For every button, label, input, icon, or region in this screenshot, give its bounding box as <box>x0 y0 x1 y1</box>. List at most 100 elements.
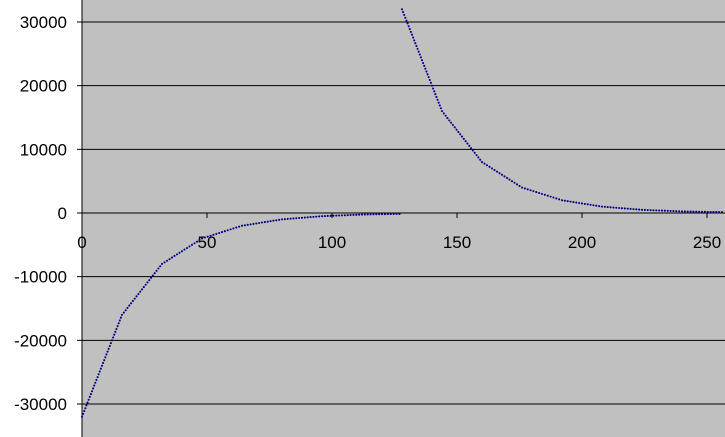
data-point <box>413 39 416 42</box>
data-point <box>675 210 678 213</box>
data-point <box>400 8 404 11</box>
data-points <box>80 8 724 418</box>
data-point <box>652 209 655 212</box>
data-point <box>706 210 709 213</box>
data-point <box>444 114 447 117</box>
data-point <box>175 253 179 256</box>
data-point <box>206 235 209 238</box>
data-point <box>598 205 601 208</box>
data-point <box>102 361 105 365</box>
data-point <box>572 201 575 204</box>
data-point <box>343 214 346 217</box>
data-point <box>398 212 401 216</box>
data-point <box>468 144 471 147</box>
data-point <box>433 90 436 93</box>
data-point <box>500 173 504 176</box>
data-point <box>712 210 715 213</box>
data-point <box>103 359 106 362</box>
data-point <box>473 151 476 154</box>
data-point <box>104 356 107 359</box>
data-point <box>689 210 692 213</box>
data-point <box>446 117 449 120</box>
data-point <box>586 203 589 206</box>
data-point <box>312 215 315 218</box>
data-point <box>131 299 134 303</box>
data-point <box>513 181 516 184</box>
data-point <box>692 210 695 213</box>
data-point <box>569 200 572 203</box>
data-point <box>84 407 87 410</box>
data-point <box>223 230 226 233</box>
data-point <box>332 214 335 217</box>
data-point <box>457 130 460 134</box>
data-point <box>646 208 649 212</box>
data-point <box>94 381 97 384</box>
data-point <box>485 164 489 167</box>
data-point <box>126 306 129 309</box>
data-point <box>170 256 174 259</box>
data-point <box>578 201 581 205</box>
data-point <box>113 333 116 336</box>
data-point <box>418 53 421 56</box>
data-point <box>90 390 94 393</box>
data-point <box>532 190 535 193</box>
data-point <box>623 207 626 210</box>
data-point <box>93 384 96 387</box>
data-point <box>235 226 238 229</box>
data-point <box>434 93 437 96</box>
data-point <box>232 227 235 230</box>
data-point <box>243 224 246 227</box>
data-point <box>106 350 109 353</box>
data-point <box>255 222 258 225</box>
data-point <box>118 319 121 322</box>
data-point <box>695 210 698 213</box>
data-point <box>180 250 184 253</box>
data-point <box>406 22 409 25</box>
data-point <box>83 410 86 413</box>
data-point <box>414 42 417 45</box>
data-point <box>552 196 555 199</box>
data-point <box>87 398 90 401</box>
data-point <box>632 208 635 211</box>
data-point <box>372 213 375 216</box>
data-point <box>600 205 604 208</box>
data-point <box>603 205 606 208</box>
data-point <box>595 204 598 207</box>
data-point <box>683 210 686 213</box>
data-point <box>526 188 529 191</box>
data-point <box>369 213 372 216</box>
data-point <box>218 231 221 235</box>
x-tick-label: 150 <box>443 233 471 252</box>
data-point <box>640 208 644 211</box>
data-point <box>453 126 456 129</box>
data-point <box>105 353 108 356</box>
data-point <box>435 95 438 99</box>
data-point <box>555 197 558 200</box>
data-point <box>483 162 486 165</box>
data-point <box>402 11 405 14</box>
data-point <box>185 246 189 250</box>
data-point <box>98 370 101 373</box>
data-point <box>658 209 661 212</box>
data-point <box>655 209 658 212</box>
data-point <box>183 248 186 251</box>
y-tick-label: 30000 <box>20 13 67 32</box>
data-point <box>703 210 706 213</box>
data-point <box>300 216 304 219</box>
data-point <box>363 213 366 216</box>
data-point <box>459 133 462 136</box>
data-point <box>96 376 99 379</box>
data-point <box>493 168 496 172</box>
data-point <box>439 107 442 110</box>
data-point <box>157 267 160 270</box>
data-point <box>498 172 501 175</box>
data-point <box>426 73 429 76</box>
data-point <box>309 216 312 219</box>
data-point <box>198 239 201 242</box>
data-point <box>420 59 424 62</box>
data-point <box>422 61 425 65</box>
data-point <box>480 161 484 164</box>
data-point <box>409 30 412 33</box>
data-point <box>318 215 321 218</box>
y-tick-label: 0 <box>58 204 67 223</box>
